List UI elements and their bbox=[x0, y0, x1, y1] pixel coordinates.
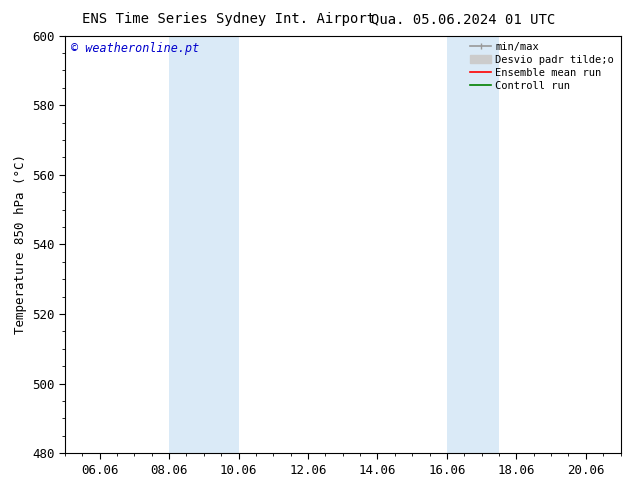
Text: ENS Time Series Sydney Int. Airport: ENS Time Series Sydney Int. Airport bbox=[82, 12, 375, 26]
Legend: min/max, Desvio padr tilde;o, Ensemble mean run, Controll run: min/max, Desvio padr tilde;o, Ensemble m… bbox=[467, 38, 618, 96]
Text: Qua. 05.06.2024 01 UTC: Qua. 05.06.2024 01 UTC bbox=[371, 12, 555, 26]
Text: © weatheronline.pt: © weatheronline.pt bbox=[70, 42, 199, 55]
Bar bbox=[169, 36, 238, 453]
Y-axis label: Temperature 850 hPa (°C): Temperature 850 hPa (°C) bbox=[13, 154, 27, 334]
Bar bbox=[447, 36, 499, 453]
